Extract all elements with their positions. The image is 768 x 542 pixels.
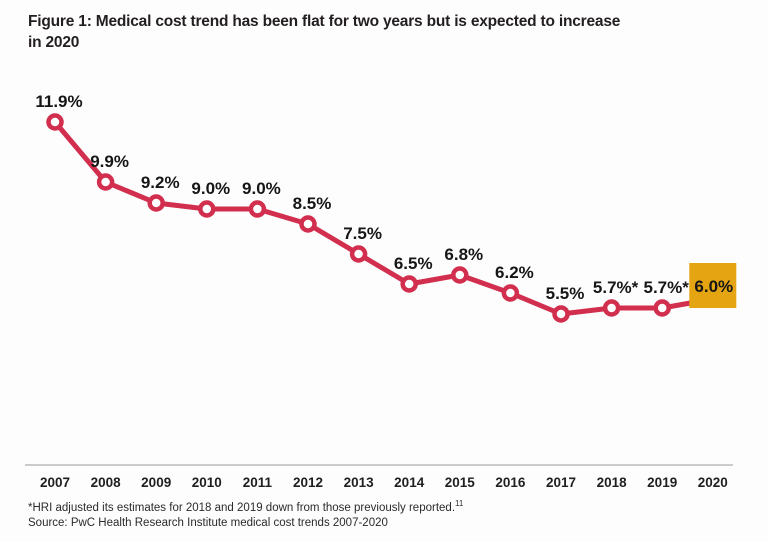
- data-point-2008: [96, 173, 115, 191]
- data-label-2018: 5.7%*: [593, 278, 639, 297]
- data-label-2016: 6.2%: [495, 263, 534, 282]
- data-point-2016: [501, 284, 520, 302]
- figure-title: Figure 1: Medical cost trend has been fl…: [28, 11, 752, 53]
- figure-title-line2: in 2020: [28, 34, 80, 51]
- footnote-note-text: *HRI adjusted its estimates for 2018 and…: [28, 502, 456, 514]
- data-point-2017: [552, 305, 570, 323]
- data-label-2009: 9.2%: [141, 173, 180, 192]
- footnote-note-superscript: 11: [455, 499, 464, 509]
- figure-title-line1: Figure 1: Medical cost trend has been fl…: [28, 13, 621, 30]
- data-label-2020: 6.0%: [694, 277, 733, 296]
- data-label-2010: 9.0%: [191, 179, 230, 198]
- x-tick-2008: 2008: [91, 475, 122, 490]
- data-point-2015: [451, 266, 469, 284]
- data-point-2009: [147, 194, 165, 212]
- x-tick-2011: 2011: [243, 475, 273, 490]
- data-label-2014: 6.5%: [394, 254, 433, 273]
- x-tick-2007: 2007: [40, 475, 70, 490]
- x-tick-2016: 2016: [495, 475, 526, 490]
- data-point-2007: [46, 113, 64, 131]
- data-label-2011: 9.0%: [242, 179, 281, 198]
- data-label-2019: 5.7%*: [644, 278, 690, 297]
- footnote-source: Source: PwC Health Research Institute me…: [28, 517, 388, 529]
- x-tick-2010: 2010: [192, 475, 222, 490]
- x-tick-2018: 2018: [597, 475, 628, 490]
- data-label-2015: 6.8%: [444, 245, 483, 264]
- data-label-2008: 9.9%: [90, 152, 129, 171]
- data-label-2007: 11.9%: [35, 92, 82, 111]
- data-point-2014: [400, 275, 418, 293]
- data-label-2012: 8.5%: [293, 194, 332, 213]
- x-tick-2009: 2009: [141, 475, 171, 490]
- x-tick-2012: 2012: [293, 475, 323, 490]
- data-label-2013: 7.5%: [343, 224, 382, 243]
- x-tick-2020: 2020: [698, 475, 728, 490]
- data-point-2011: [248, 200, 267, 218]
- x-tick-2013: 2013: [344, 475, 375, 490]
- highlight-box-2020: [689, 263, 737, 308]
- x-tick-2019: 2019: [647, 475, 677, 490]
- data-point-2018: [602, 299, 621, 317]
- data-point-2010: [198, 200, 216, 218]
- x-tick-2015: 2015: [445, 475, 476, 490]
- footnotes: *HRI adjusted its estimates for 2018 and…: [28, 499, 464, 531]
- x-tick-2017: 2017: [546, 475, 576, 490]
- data-point-2012: [299, 215, 317, 233]
- data-label-2017: 5.5%: [546, 284, 585, 303]
- data-point-2013: [349, 245, 368, 263]
- data-point-2019: [653, 299, 671, 317]
- footnote-note: *HRI adjusted its estimates for 2018 and…: [28, 499, 464, 516]
- x-tick-2014: 2014: [394, 475, 425, 490]
